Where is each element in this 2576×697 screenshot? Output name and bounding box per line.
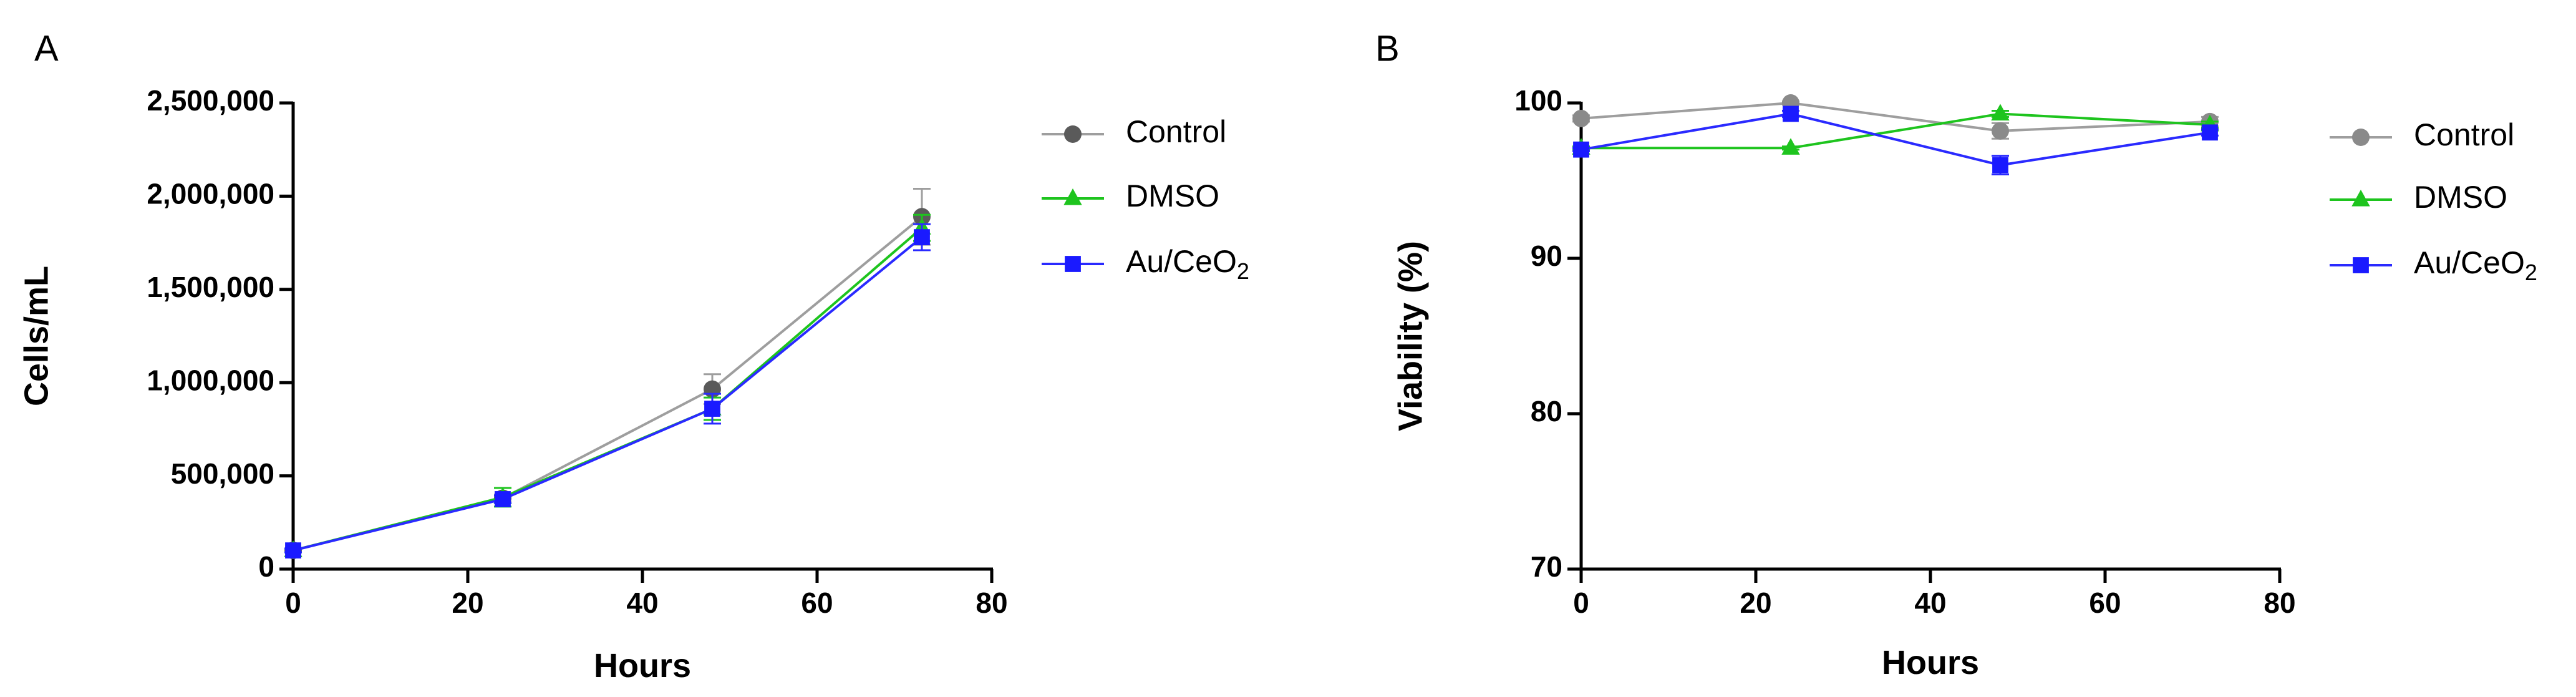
legend-marker — [2352, 129, 2370, 146]
panel-letter: A — [34, 28, 59, 69]
y-tick-label: 100 — [1514, 84, 1562, 117]
data-point — [914, 229, 930, 246]
legend-subscript: 2 — [2525, 260, 2537, 285]
series-line — [1581, 112, 2210, 150]
legend-entry: DMSO — [1042, 178, 1219, 213]
x-tick-label: 80 — [2264, 587, 2295, 619]
series-triangle — [284, 213, 931, 557]
y-tick-label: 2,500,000 — [147, 84, 274, 117]
x-tick-label: 20 — [452, 587, 483, 619]
legend-entry: Control — [2330, 117, 2514, 152]
legend-marker — [1063, 188, 1082, 205]
legend-label: Au/CeO2 — [2414, 245, 2537, 285]
y-axis-title: Viability (%) — [1392, 241, 1429, 431]
x-tick-label: 80 — [976, 587, 1007, 619]
data-point — [1783, 105, 1799, 122]
x-axis-title: Hours — [1882, 644, 1979, 681]
x-tick-label: 20 — [1740, 587, 1771, 619]
data-point — [1991, 104, 2010, 121]
y-tick-label: 500,000 — [171, 457, 274, 490]
data-point — [1572, 109, 1590, 127]
x-tick-label: 40 — [1914, 587, 1946, 619]
data-point — [2202, 124, 2218, 141]
y-tick-label: 1,000,000 — [147, 364, 274, 396]
series-line — [293, 215, 923, 552]
x-tick-label: 60 — [2089, 587, 2121, 619]
y-tick-label: 0 — [258, 550, 274, 583]
legend-marker — [2353, 257, 2369, 273]
series-circle — [284, 187, 931, 560]
legend-label: Control — [2414, 117, 2514, 152]
legend-label: DMSO — [2414, 180, 2507, 215]
x-tick-label: 0 — [285, 587, 301, 619]
series-line — [293, 236, 923, 552]
data-point — [1781, 138, 1800, 155]
panel-letter: B — [1375, 28, 1400, 69]
series-circle — [1572, 94, 2219, 140]
legend-label: DMSO — [1126, 178, 1219, 213]
legend-marker — [1064, 125, 1082, 143]
data-point — [495, 491, 511, 507]
y-tick-label: 70 — [1531, 550, 1562, 583]
chart-panel-b: B 70 80 90 100 0 20 40 60 80 Hours Viability (%) Con… — [1375, 28, 2537, 681]
data-point — [1992, 157, 2008, 173]
legend-marker — [1065, 256, 1081, 272]
series-square — [1572, 105, 2219, 176]
y-tick-label: 80 — [1531, 395, 1562, 427]
chart-panel-a: A 0 500,000 1,000,000 1,500,000 2,000,000 2,50… — [17, 28, 1249, 685]
legend-entry: Au/CeO2 — [2330, 245, 2537, 285]
y-tick-label: 2,000,000 — [147, 178, 274, 210]
x-axis-title: Hours — [594, 647, 691, 685]
legend-label: Au/CeO2 — [1126, 244, 1249, 283]
x-tick-label: 40 — [626, 587, 658, 619]
series-line — [293, 227, 923, 552]
x-tick-label: 0 — [1573, 587, 1589, 619]
data-point — [1992, 122, 2009, 140]
legend-label: Control — [1126, 114, 1226, 149]
series-square — [284, 223, 931, 558]
legend-subscript: 2 — [1237, 258, 1249, 284]
y-axis-title: Cells/mL — [17, 266, 55, 406]
data-point — [285, 542, 301, 558]
legend-entry: DMSO — [2330, 180, 2507, 215]
y-tick-label: 90 — [1531, 240, 1562, 272]
data-point — [1573, 141, 1589, 158]
data-point — [704, 401, 720, 417]
legend-entry: Control — [1042, 114, 1226, 149]
x-tick-label: 60 — [801, 587, 833, 619]
series-line — [1581, 101, 2210, 132]
y-tick-label: 1,500,000 — [147, 271, 274, 303]
legend-marker — [2351, 190, 2370, 207]
legend-entry: Au/CeO2 — [1042, 244, 1249, 284]
series-line — [1581, 112, 2210, 167]
